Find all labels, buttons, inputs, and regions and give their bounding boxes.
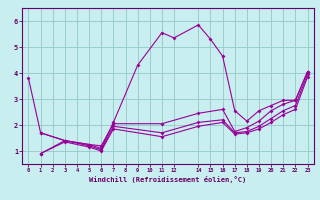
X-axis label: Windchill (Refroidissement éolien,°C): Windchill (Refroidissement éolien,°C) — [89, 176, 247, 183]
